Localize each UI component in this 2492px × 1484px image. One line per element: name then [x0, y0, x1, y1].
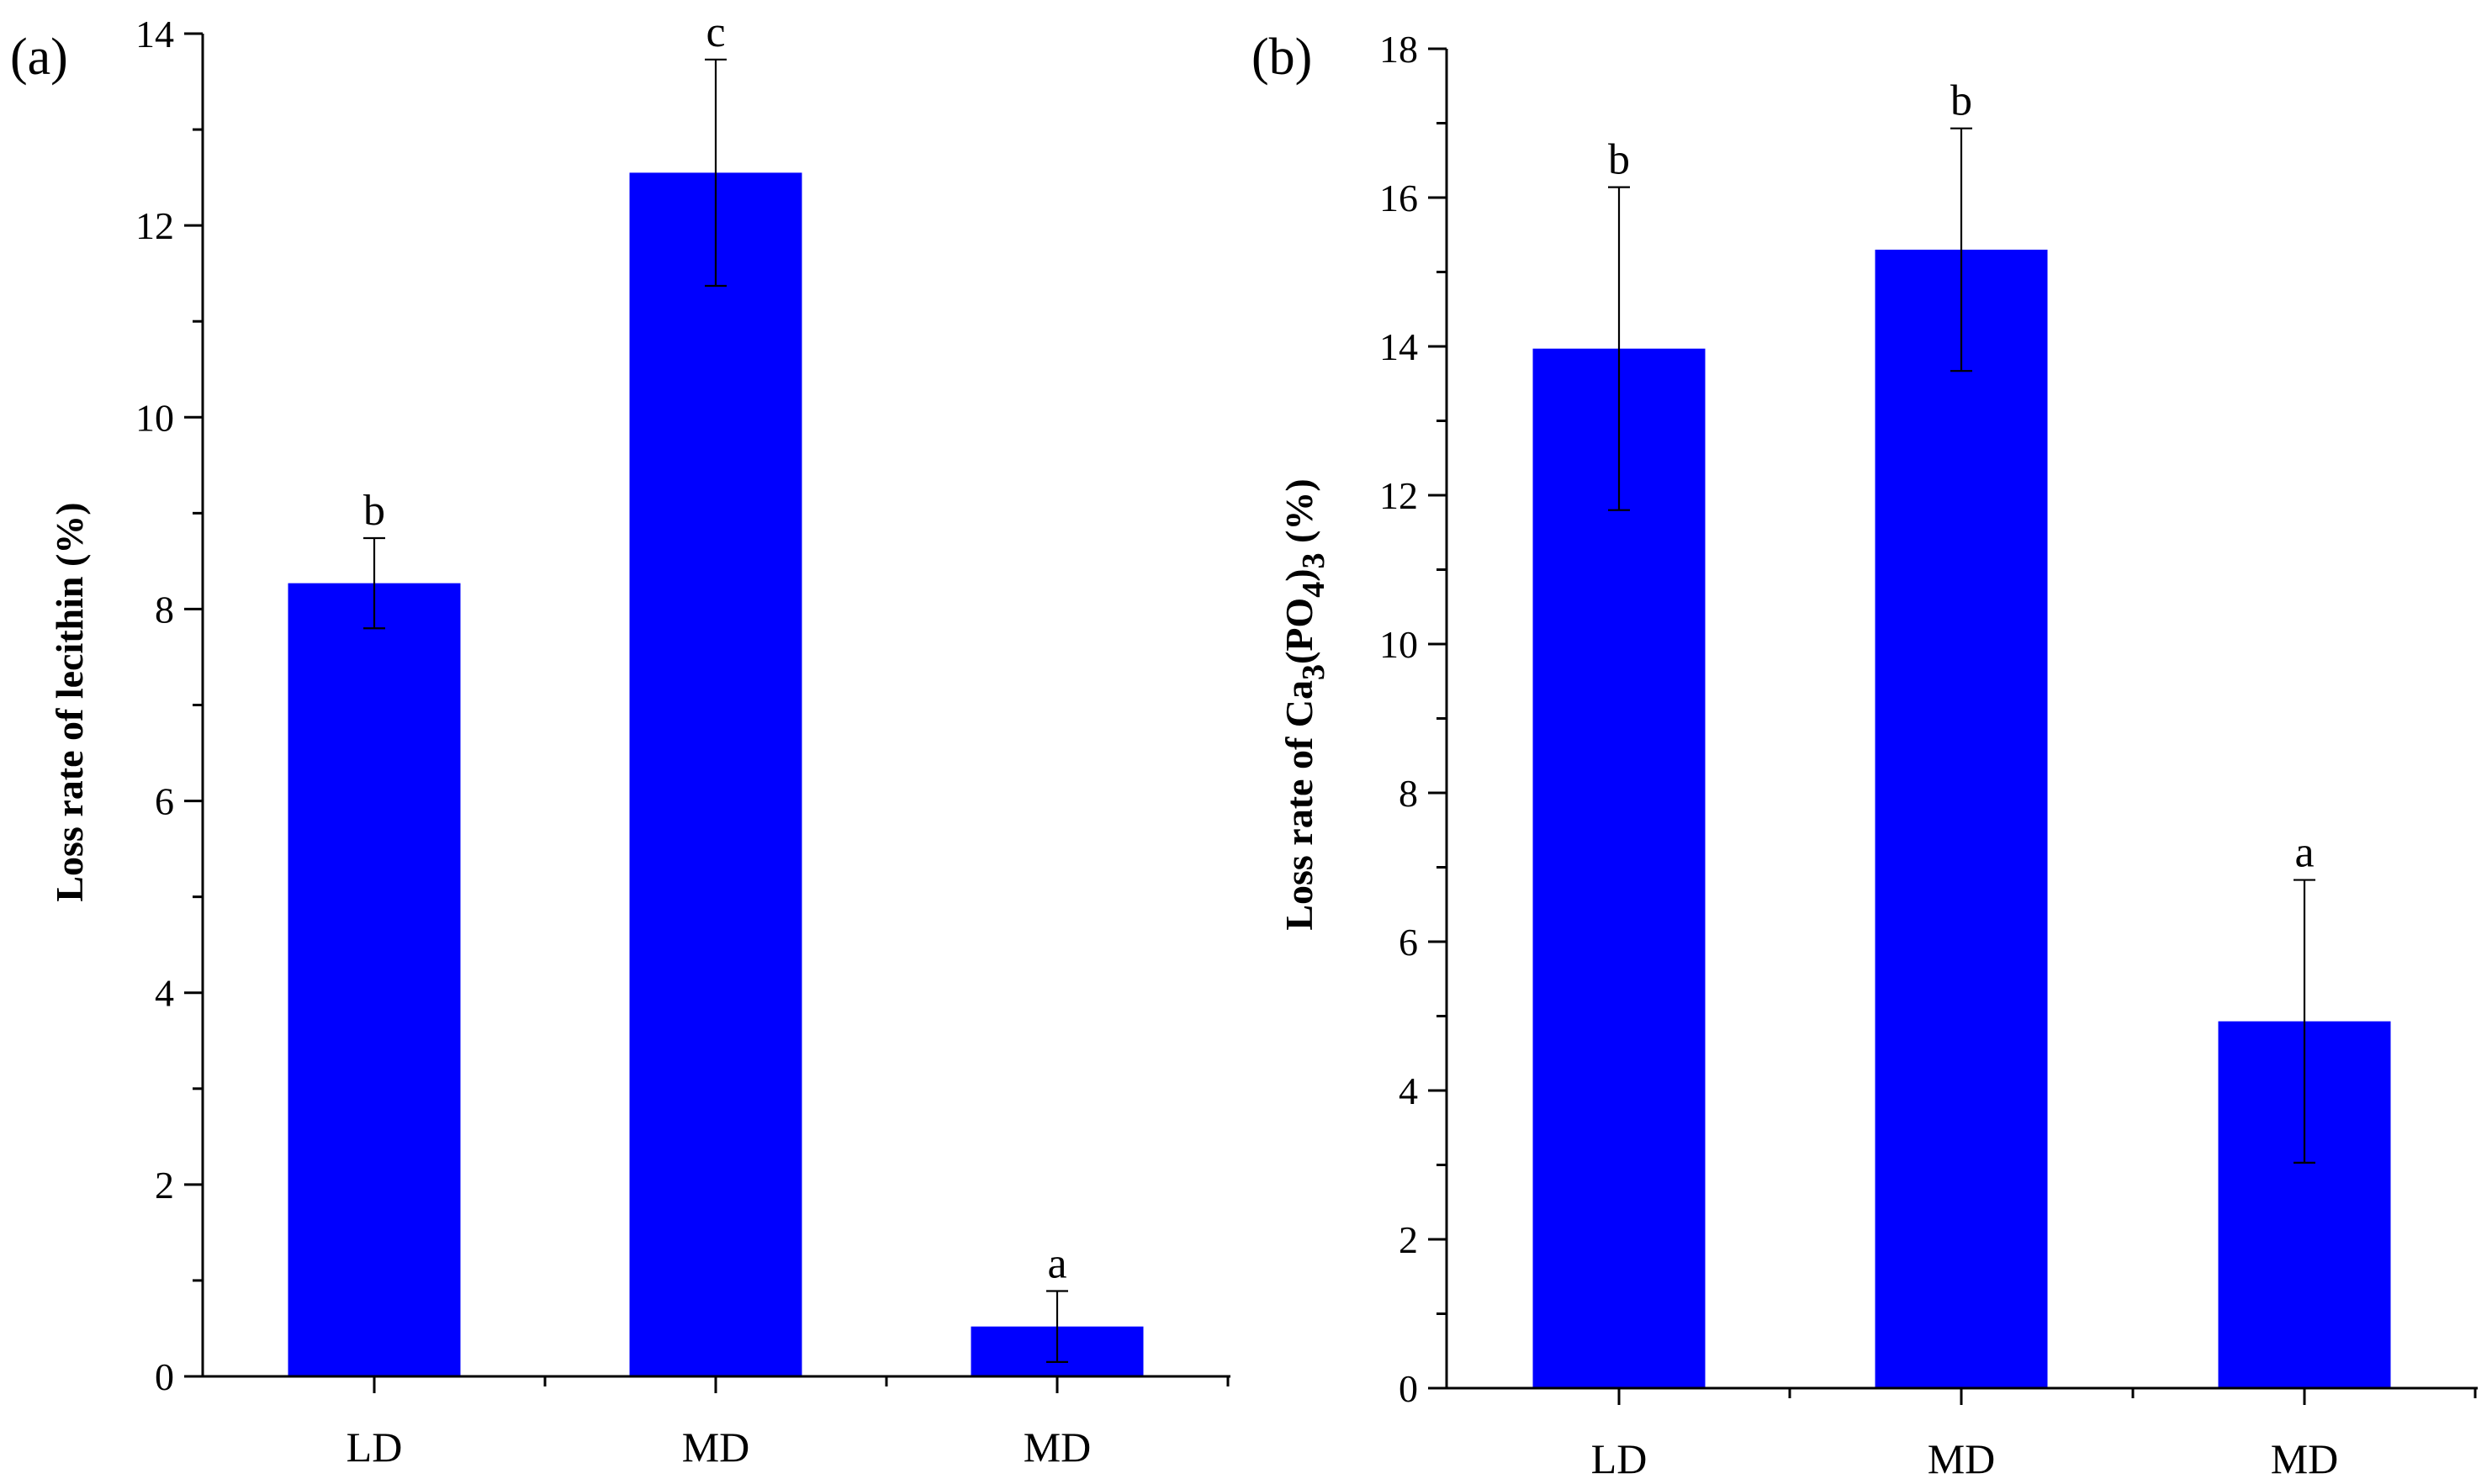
panel-a-bar: [288, 583, 461, 1376]
panel-b-y-ticks: 0 2 4 6 8 10 12 14 16 18: [1379, 28, 1447, 1410]
panel-a-y-tick-label: 12: [135, 204, 174, 247]
panel-a-y-axis-title: Loss rate of lecithin (%): [48, 502, 91, 901]
panel-a-y-tick-label: 4: [155, 972, 174, 1015]
panel-b-bar: [1875, 249, 2048, 1389]
panel-b-y-tick-label: 4: [1399, 1069, 1418, 1112]
panel-b-y-tick-label: 10: [1379, 623, 1418, 666]
panel-b-bar: [1532, 348, 1706, 1388]
panel-a-y-tick-label: 10: [135, 396, 174, 439]
panel-a-x-ticks: LD MD MD: [347, 1376, 1230, 1471]
panel-a-error-bars: [363, 58, 1068, 1363]
panel-b-y-tick-label: 8: [1399, 772, 1418, 815]
panel-a-y-tick-label: 14: [135, 13, 174, 55]
panel-b-significance-letter: a: [2294, 829, 2314, 877]
panel-a-significance-letter: b: [363, 487, 385, 535]
panel-a-category-label: MD: [682, 1423, 750, 1471]
panel-b-category-label: MD: [2271, 1435, 2339, 1482]
panel-b-significance-letter: b: [1608, 136, 1630, 184]
panel-b-y-tick-label: 2: [1399, 1218, 1418, 1261]
panel-a-category-label: MD: [1024, 1423, 1092, 1471]
panel-a-y-tick-label: 6: [155, 780, 174, 823]
panel-b-y-tick-label: 14: [1379, 325, 1418, 368]
panel-a-y-ticks: 0 2 4 6 8 10 12 14: [135, 13, 203, 1398]
panel-b-significance-letter: b: [1950, 77, 1972, 125]
panel-a-significance-letters: b c a: [363, 8, 1067, 1288]
panel-a-y-tick-label: 0: [155, 1355, 174, 1398]
panel-b-category-label: MD: [1928, 1435, 1996, 1482]
panel-b: (b) Loss rate of Ca3(PO4)3 (%) b b a 0 2 4 6 8…: [1251, 28, 2478, 1482]
panel-b-label: (b): [1251, 29, 1312, 86]
panel-a-y-tick-label: 8: [155, 588, 174, 631]
panel-a-bar: [629, 172, 802, 1376]
panel-a-significance-letter: a: [1047, 1239, 1066, 1287]
panel-b-y-tick-label: 6: [1399, 921, 1418, 964]
panel-b-y-tick-label: 18: [1379, 28, 1418, 71]
panel-b-bars: [1532, 249, 2391, 1389]
panel-b-error-bars: [1608, 127, 2315, 1164]
panel-a-significance-letter: c: [706, 8, 725, 56]
panel-a: (a) Loss rate of lecithin (%) b c a 0 2 4 6 8 1…: [10, 8, 1230, 1471]
panel-a-category-label: LD: [347, 1423, 403, 1471]
panel-a-bars: [288, 172, 1144, 1376]
panel-b-y-tick-label: 12: [1379, 474, 1418, 517]
panel-b-x-ticks: LD MD MD: [1591, 1388, 2477, 1482]
panel-a-label: (a): [10, 29, 68, 86]
panel-b-category-label: LD: [1591, 1435, 1648, 1482]
panel-b-y-tick-label: 16: [1379, 177, 1418, 219]
panel-b-y-tick-label: 0: [1399, 1367, 1418, 1410]
panel-b-y-axis-title: Loss rate of Ca3(PO4)3 (%): [1278, 478, 1331, 930]
panel-a-y-tick-label: 2: [155, 1164, 174, 1207]
panel-b-significance-letters: b b a: [1608, 77, 2315, 877]
